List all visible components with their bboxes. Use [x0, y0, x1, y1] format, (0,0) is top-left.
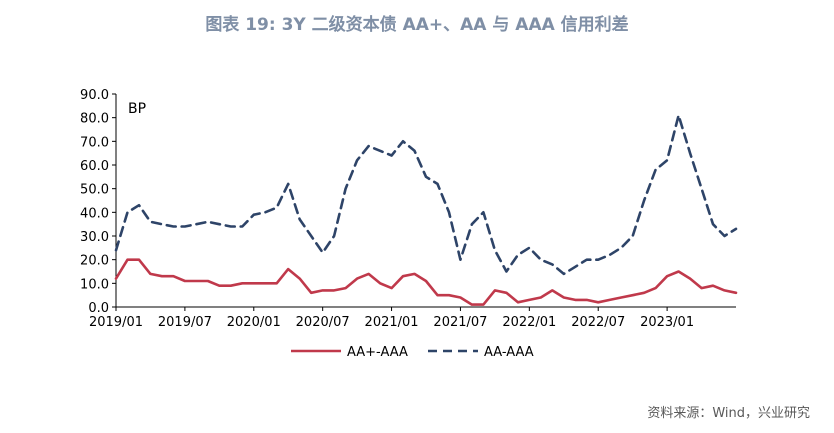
- series-line-aa: [114, 114, 738, 276]
- legend-aa-label: AA-AAA: [484, 345, 534, 360]
- series-line-aa-plus: [114, 258, 738, 306]
- x-tick-label: 2019/07: [158, 315, 212, 330]
- y-tick-label: 20.0: [80, 254, 109, 269]
- x-tick-label: 2020/07: [296, 315, 350, 330]
- x-tick-label: 2021/01: [365, 315, 419, 330]
- y-tick-label: 70.0: [80, 135, 109, 150]
- x-tick-label: 2020/01: [227, 315, 281, 330]
- x-tick-label: 2022/07: [571, 315, 625, 330]
- source-note: 资料来源：Wind，兴业研究: [647, 406, 810, 421]
- y-tick-label: 80.0: [80, 112, 109, 127]
- y-tick-label: 90.0: [80, 88, 109, 103]
- y-tick-label: 50.0: [80, 183, 109, 198]
- y-axis-unit-label: BP: [128, 101, 146, 117]
- y-tick-label: 30.0: [80, 230, 109, 245]
- x-tick-label: 2019/01: [89, 315, 143, 330]
- y-tick-label: 0.0: [88, 301, 109, 316]
- y-tick-label: 40.0: [80, 206, 109, 221]
- chart-title: 图表 19: 3Y 二级资本债 AA+、AA 与 AAA 信用利差: [205, 15, 629, 35]
- y-tick-label: 10.0: [80, 277, 109, 292]
- x-tick-label: 2023/01: [640, 315, 694, 330]
- legend-aa-plus-label: AA+-AAA: [347, 345, 408, 360]
- x-tick-label: 2022/01: [502, 315, 556, 330]
- y-tick-label: 60.0: [80, 159, 109, 174]
- x-tick-label: 2021/07: [433, 315, 487, 330]
